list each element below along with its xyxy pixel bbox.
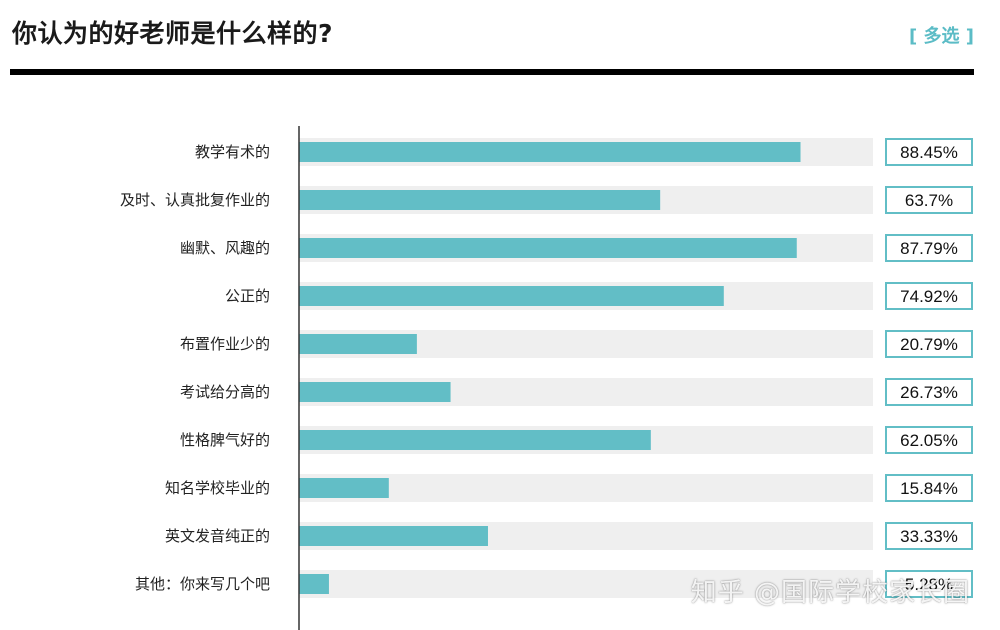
value-label: 33.33% bbox=[900, 527, 958, 546]
bar bbox=[299, 142, 801, 162]
value-label: 20.79% bbox=[900, 335, 958, 354]
watermark: 知乎 @国际学校家长圈 bbox=[690, 578, 970, 608]
bar-track bbox=[299, 474, 873, 502]
value-label: 5.28% bbox=[905, 575, 953, 594]
category-label: 考试给分高的 bbox=[180, 383, 270, 401]
category-label: 公正的 bbox=[225, 287, 270, 305]
value-label-box bbox=[885, 138, 973, 166]
value-label: 88.45% bbox=[900, 143, 958, 162]
multi-select-tag: [ 多选 ] bbox=[909, 26, 974, 47]
value-label: 15.84% bbox=[900, 479, 958, 498]
title-divider bbox=[10, 69, 974, 75]
value-label-box bbox=[885, 474, 973, 502]
category-label: 英文发音纯正的 bbox=[165, 527, 270, 545]
value-label-box bbox=[885, 234, 973, 262]
value-label: 74.92% bbox=[900, 287, 958, 306]
category-label: 性格脾气好的 bbox=[180, 431, 270, 449]
bar bbox=[299, 334, 417, 354]
value-label: 26.73% bbox=[900, 383, 958, 402]
bar bbox=[299, 190, 661, 210]
category-label: 教学有术的 bbox=[195, 143, 270, 161]
bar bbox=[299, 382, 451, 402]
bar bbox=[299, 526, 488, 546]
value-label-box bbox=[885, 426, 973, 454]
category-label: 其他：你来写几个吧 bbox=[135, 575, 270, 593]
category-label: 及时、认真批复作业的 bbox=[120, 191, 270, 209]
value-label-box bbox=[885, 186, 973, 214]
value-label-box bbox=[885, 522, 973, 550]
value-label: 87.79% bbox=[900, 239, 958, 258]
category-label: 幽默、风趣的 bbox=[180, 239, 270, 257]
value-label-box bbox=[885, 378, 973, 406]
value-label-box bbox=[885, 570, 973, 598]
bar bbox=[299, 574, 329, 594]
page-title: 你认为的好老师是什么样的? bbox=[12, 19, 334, 48]
bar bbox=[299, 286, 724, 306]
value-label-box bbox=[885, 330, 973, 358]
bar bbox=[299, 430, 651, 450]
value-label: 62.05% bbox=[900, 431, 958, 450]
category-label: 知名学校毕业的 bbox=[165, 479, 270, 497]
bar bbox=[299, 238, 797, 258]
bar-track bbox=[299, 570, 873, 598]
category-label: 布置作业少的 bbox=[180, 335, 270, 353]
value-label: 63.7% bbox=[905, 191, 953, 210]
bar bbox=[299, 478, 389, 498]
value-label-box bbox=[885, 282, 973, 310]
